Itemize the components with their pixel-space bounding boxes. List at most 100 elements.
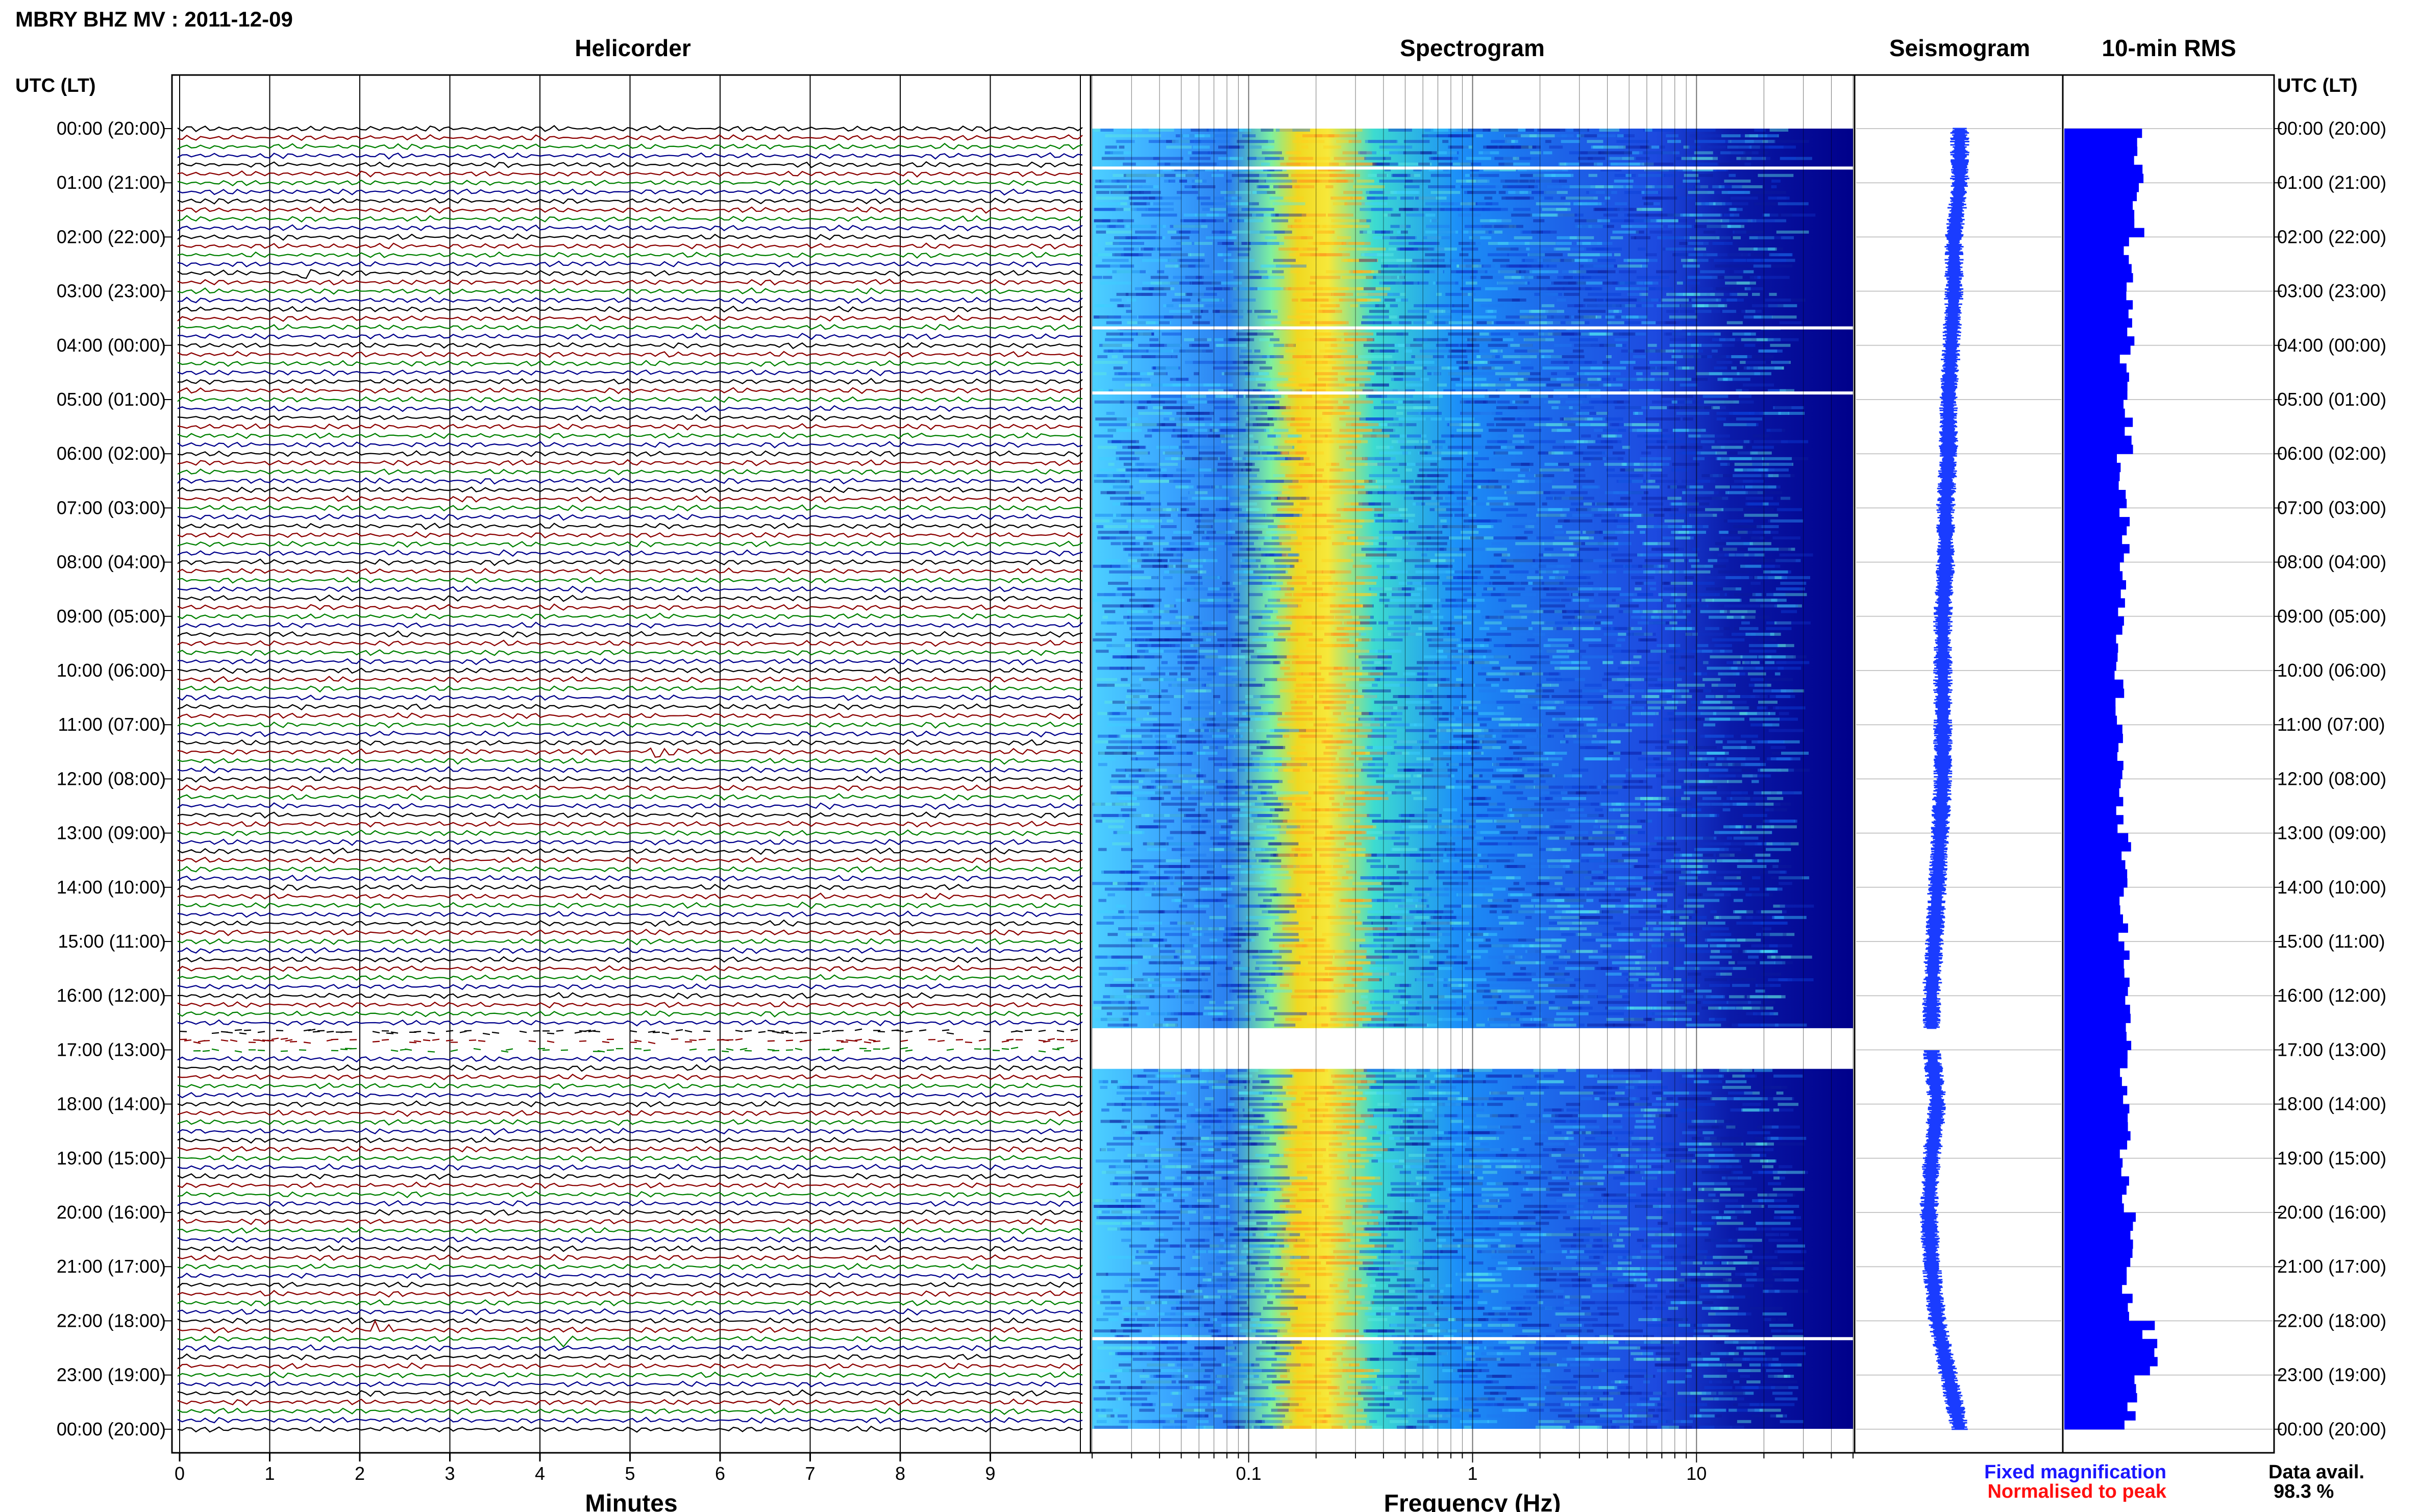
spectrogram-cell: [1515, 536, 1528, 540]
spectrogram-cell: [1230, 202, 1258, 206]
spectrogram-cell: [1449, 423, 1480, 427]
spectrogram-cell: [1535, 474, 1554, 478]
spectrogram-cell: [1584, 683, 1602, 687]
helicorder-trace-line: [177, 1064, 1083, 1072]
spectrogram-cell: [1272, 310, 1278, 313]
spectrogram-cell: [1624, 191, 1642, 194]
helicorder-trace-line: [177, 1154, 1083, 1162]
spectrogram-cell: [1601, 791, 1618, 795]
spectrogram-cell: [1533, 632, 1545, 636]
spectrogram-cell: [1442, 140, 1449, 143]
spectrogram-cell: [1444, 468, 1468, 472]
spectrogram-cell: [1414, 242, 1437, 245]
spectrogram-cell: [1672, 525, 1690, 528]
spectrogram-cell: [1481, 383, 1511, 387]
spectrogram-cell: [1378, 542, 1387, 546]
spectrogram-cell: [1265, 480, 1299, 483]
spectrogram-cell: [1734, 230, 1764, 234]
spectrogram-cell: [1092, 519, 1110, 523]
spectrogram-cell: [1576, 270, 1607, 274]
spectrogram-cell: [1476, 179, 1505, 183]
spectrogram-cell: [1767, 797, 1784, 800]
spectrogram-cell: [1403, 497, 1432, 500]
spectrogram-cell: [1585, 417, 1606, 421]
spectrogram-cell: [1545, 797, 1552, 800]
spectrogram-cell: [1583, 451, 1606, 455]
spectrogram-cell: [1489, 485, 1495, 489]
spectrogram-cell: [1220, 310, 1248, 313]
spectrogram-cell: [1257, 451, 1277, 455]
spectrogram-cell: [1526, 168, 1546, 171]
spectrogram-cell: [1733, 525, 1762, 528]
spectrogram-cell: [1121, 678, 1128, 681]
spectrogram-cell: [1363, 343, 1395, 347]
spectrogram-cell: [1299, 310, 1325, 313]
spectrogram-cell: [1231, 678, 1256, 681]
helicorder-trace-line: [177, 747, 1083, 758]
spectrogram-cell: [1733, 366, 1758, 370]
helicorder-trace-line: [177, 1299, 1083, 1307]
spectrogram-cell: [1609, 162, 1618, 166]
spectrogram-cell: [1676, 400, 1686, 404]
spectrogram-cell: [1343, 508, 1356, 511]
spectrogram-cell: [1721, 508, 1743, 511]
spectrogram-cell: [1347, 695, 1364, 698]
spectrogram-cell: [1668, 525, 1695, 528]
spectrogram-cell: [1353, 270, 1381, 274]
spectrogram-cell: [1260, 445, 1294, 449]
spectrogram-cell: [1329, 173, 1360, 177]
spectrogram-cell: [1291, 746, 1305, 749]
spectrogram-cell: [1159, 321, 1170, 325]
spectrogram-cell: [1729, 208, 1743, 211]
spectrogram-cell: [1591, 145, 1603, 149]
spectrogram-cell: [1114, 236, 1130, 239]
spectrogram-cell: [1543, 644, 1569, 648]
spectrogram-cell: [1712, 242, 1733, 245]
spectrogram-cell: [1396, 247, 1418, 251]
spectrogram-cell: [1483, 225, 1509, 228]
spectrogram-cell: [1683, 129, 1716, 132]
spectrogram-cell: [1553, 627, 1573, 630]
spectrogram-cell: [1264, 553, 1276, 557]
spectrogram-cell: [1489, 502, 1507, 506]
spectrogram-cell: [1558, 519, 1593, 523]
spectrogram-cell: [1462, 468, 1495, 472]
spectrogram-cell: [1202, 627, 1228, 630]
spectrogram-cell: [1292, 355, 1312, 358]
spectrogram-cell: [1157, 559, 1168, 562]
spectrogram-cell: [1608, 185, 1630, 188]
spectrogram-cell: [1484, 638, 1490, 641]
spectrogram-cell: [1433, 281, 1455, 285]
spectrogram-cell: [1183, 666, 1195, 670]
spectrogram-cell: [1574, 474, 1586, 478]
spectrogram-cell: [1611, 502, 1621, 506]
spectrogram-cell: [1200, 497, 1229, 500]
spectrogram-cell: [1750, 191, 1786, 194]
spectrogram-cell: [1687, 508, 1722, 511]
spectrogram-cell: [1260, 264, 1291, 268]
spectrogram-cell: [1540, 780, 1546, 783]
spectrogram-cell: [1105, 519, 1134, 523]
spectrogram-cell: [1418, 497, 1451, 500]
spectrogram-cell: [1505, 134, 1521, 138]
spectrogram-cell: [1693, 355, 1729, 358]
spectrogram-cell: [1474, 361, 1485, 364]
spectrogram-cell: [1240, 491, 1262, 494]
spectrogram-cell: [1620, 361, 1636, 364]
spectrogram-cell: [1106, 491, 1141, 494]
spectrogram-cell: [1417, 474, 1448, 478]
spectrogram-cell: [1325, 746, 1341, 749]
spectrogram-cell: [1753, 264, 1771, 268]
spectrogram-cell: [1352, 270, 1371, 274]
spectrogram-cell: [1511, 355, 1542, 358]
spectrogram-cell: [1329, 173, 1337, 177]
spectrogram-cell: [1316, 468, 1324, 472]
spectrogram-cell: [1143, 542, 1153, 546]
spectrogram-cell: [1123, 173, 1157, 177]
spectrogram-cell: [1548, 310, 1557, 313]
spectrogram-cell: [1151, 644, 1175, 648]
spectrogram-cell: [1205, 304, 1232, 308]
spectrogram-cell: [1507, 445, 1524, 449]
spectrogram-cell: [1561, 599, 1571, 602]
spectrogram-cell: [1285, 474, 1313, 478]
